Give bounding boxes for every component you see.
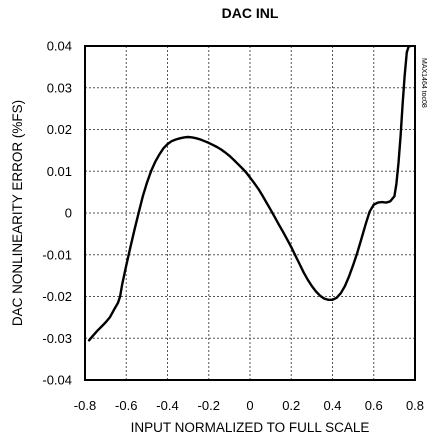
- y-tick-label: 0.04: [47, 39, 72, 54]
- y-tick-label: 0.01: [47, 164, 72, 179]
- part-number-label: MAX1464 toc08: [420, 58, 427, 108]
- y-axis-title: DAC NONLINEARITY ERROR (%FS): [10, 100, 25, 326]
- y-tick-label: -0.03: [42, 331, 72, 346]
- x-tick-label: -0.4: [156, 398, 178, 413]
- x-tick-label: -0.6: [115, 398, 137, 413]
- y-tick-label: -0.04: [42, 373, 72, 388]
- y-tick-label: -0.02: [42, 289, 72, 304]
- x-tick-label: 0: [246, 398, 253, 413]
- chart-title: DAC INL: [222, 5, 279, 21]
- grid-lines: [85, 46, 415, 380]
- x-tick-label: -0.2: [198, 398, 220, 413]
- y-tick-label: -0.01: [42, 247, 72, 262]
- x-tick-label: 0.4: [323, 398, 341, 413]
- x-tick-labels: -0.8 -0.6 -0.4 -0.2 0 0.2 0.4 0.6 0.8: [74, 398, 424, 413]
- x-axis-title: INPUT NORMALIZED TO FULL SCALE: [131, 420, 370, 435]
- x-tick-label: -0.8: [74, 398, 96, 413]
- x-tick-label: 0.2: [282, 398, 300, 413]
- y-tick-label: 0.03: [47, 80, 72, 95]
- plot-frame: [84, 45, 416, 381]
- x-tick-label: 0.8: [406, 398, 424, 413]
- y-tick-label: 0: [65, 206, 72, 221]
- y-tick-label: 0.02: [47, 122, 72, 137]
- inl-series-line: [87, 46, 413, 342]
- y-tick-labels: -0.04 -0.03 -0.02 -0.01 0 0.01 0.02 0.03 0.04: [42, 39, 72, 388]
- x-tick-label: 0.6: [365, 398, 383, 413]
